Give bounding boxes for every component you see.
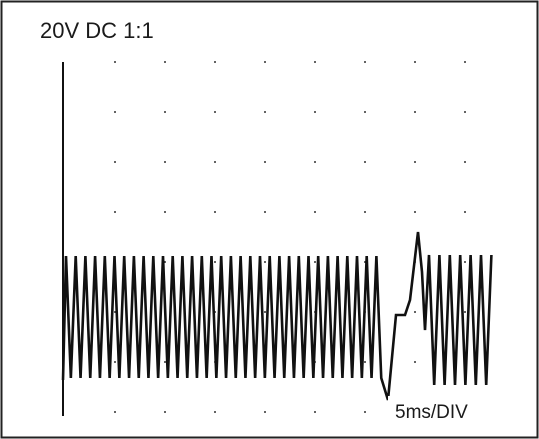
grid-dot bbox=[214, 61, 216, 63]
grid-dot bbox=[314, 161, 316, 163]
grid-dot bbox=[464, 261, 466, 263]
grid-dot bbox=[264, 61, 266, 63]
grid-dot bbox=[164, 211, 166, 213]
grid-dot bbox=[114, 161, 116, 163]
grid-dot bbox=[164, 111, 166, 113]
grid-dot bbox=[414, 211, 416, 213]
grid-dot bbox=[314, 411, 316, 413]
grid-dot bbox=[214, 111, 216, 113]
grid-dot bbox=[264, 411, 266, 413]
grid-dot bbox=[164, 61, 166, 63]
grid-dot bbox=[264, 261, 266, 263]
grid-dot bbox=[314, 61, 316, 63]
grid-dot bbox=[364, 161, 366, 163]
grid-dot bbox=[364, 61, 366, 63]
waveform-trace bbox=[61, 231, 493, 401]
grid-dot bbox=[264, 311, 266, 313]
grid-dot bbox=[114, 111, 116, 113]
label-backdrop bbox=[388, 396, 500, 426]
grid-dot bbox=[464, 311, 466, 313]
grid-dot bbox=[414, 311, 416, 313]
grid-dot bbox=[314, 111, 316, 113]
grid-dot bbox=[114, 211, 116, 213]
timebase-label: 5ms/DIV bbox=[395, 402, 468, 423]
grid-dot bbox=[214, 211, 216, 213]
grid-dot bbox=[164, 361, 166, 363]
grid-dot bbox=[314, 211, 316, 213]
grid-dot bbox=[214, 411, 216, 413]
grid-dot bbox=[264, 211, 266, 213]
range-label: 20V DC 1:1 bbox=[40, 18, 154, 43]
grid-dot bbox=[464, 61, 466, 63]
grid-dot bbox=[264, 161, 266, 163]
grid-dot bbox=[114, 361, 116, 363]
grid-dot bbox=[414, 111, 416, 113]
grid-dot bbox=[464, 211, 466, 213]
grid-dot bbox=[364, 411, 366, 413]
grid-dot bbox=[364, 361, 366, 363]
grid-dot bbox=[364, 211, 366, 213]
grid-dot bbox=[164, 161, 166, 163]
grid-dot bbox=[214, 161, 216, 163]
grid-dot bbox=[264, 111, 266, 113]
grid-dot bbox=[314, 261, 316, 263]
grid-dot bbox=[364, 111, 366, 113]
grid-dot bbox=[414, 161, 416, 163]
grid-dot bbox=[114, 61, 116, 63]
grid-dot bbox=[414, 361, 416, 363]
grid-dot bbox=[464, 111, 466, 113]
grid-dot bbox=[114, 411, 116, 413]
grid-dot bbox=[414, 61, 416, 63]
grid-dot bbox=[214, 261, 216, 263]
grid-dot bbox=[164, 411, 166, 413]
grid-dot bbox=[464, 161, 466, 163]
